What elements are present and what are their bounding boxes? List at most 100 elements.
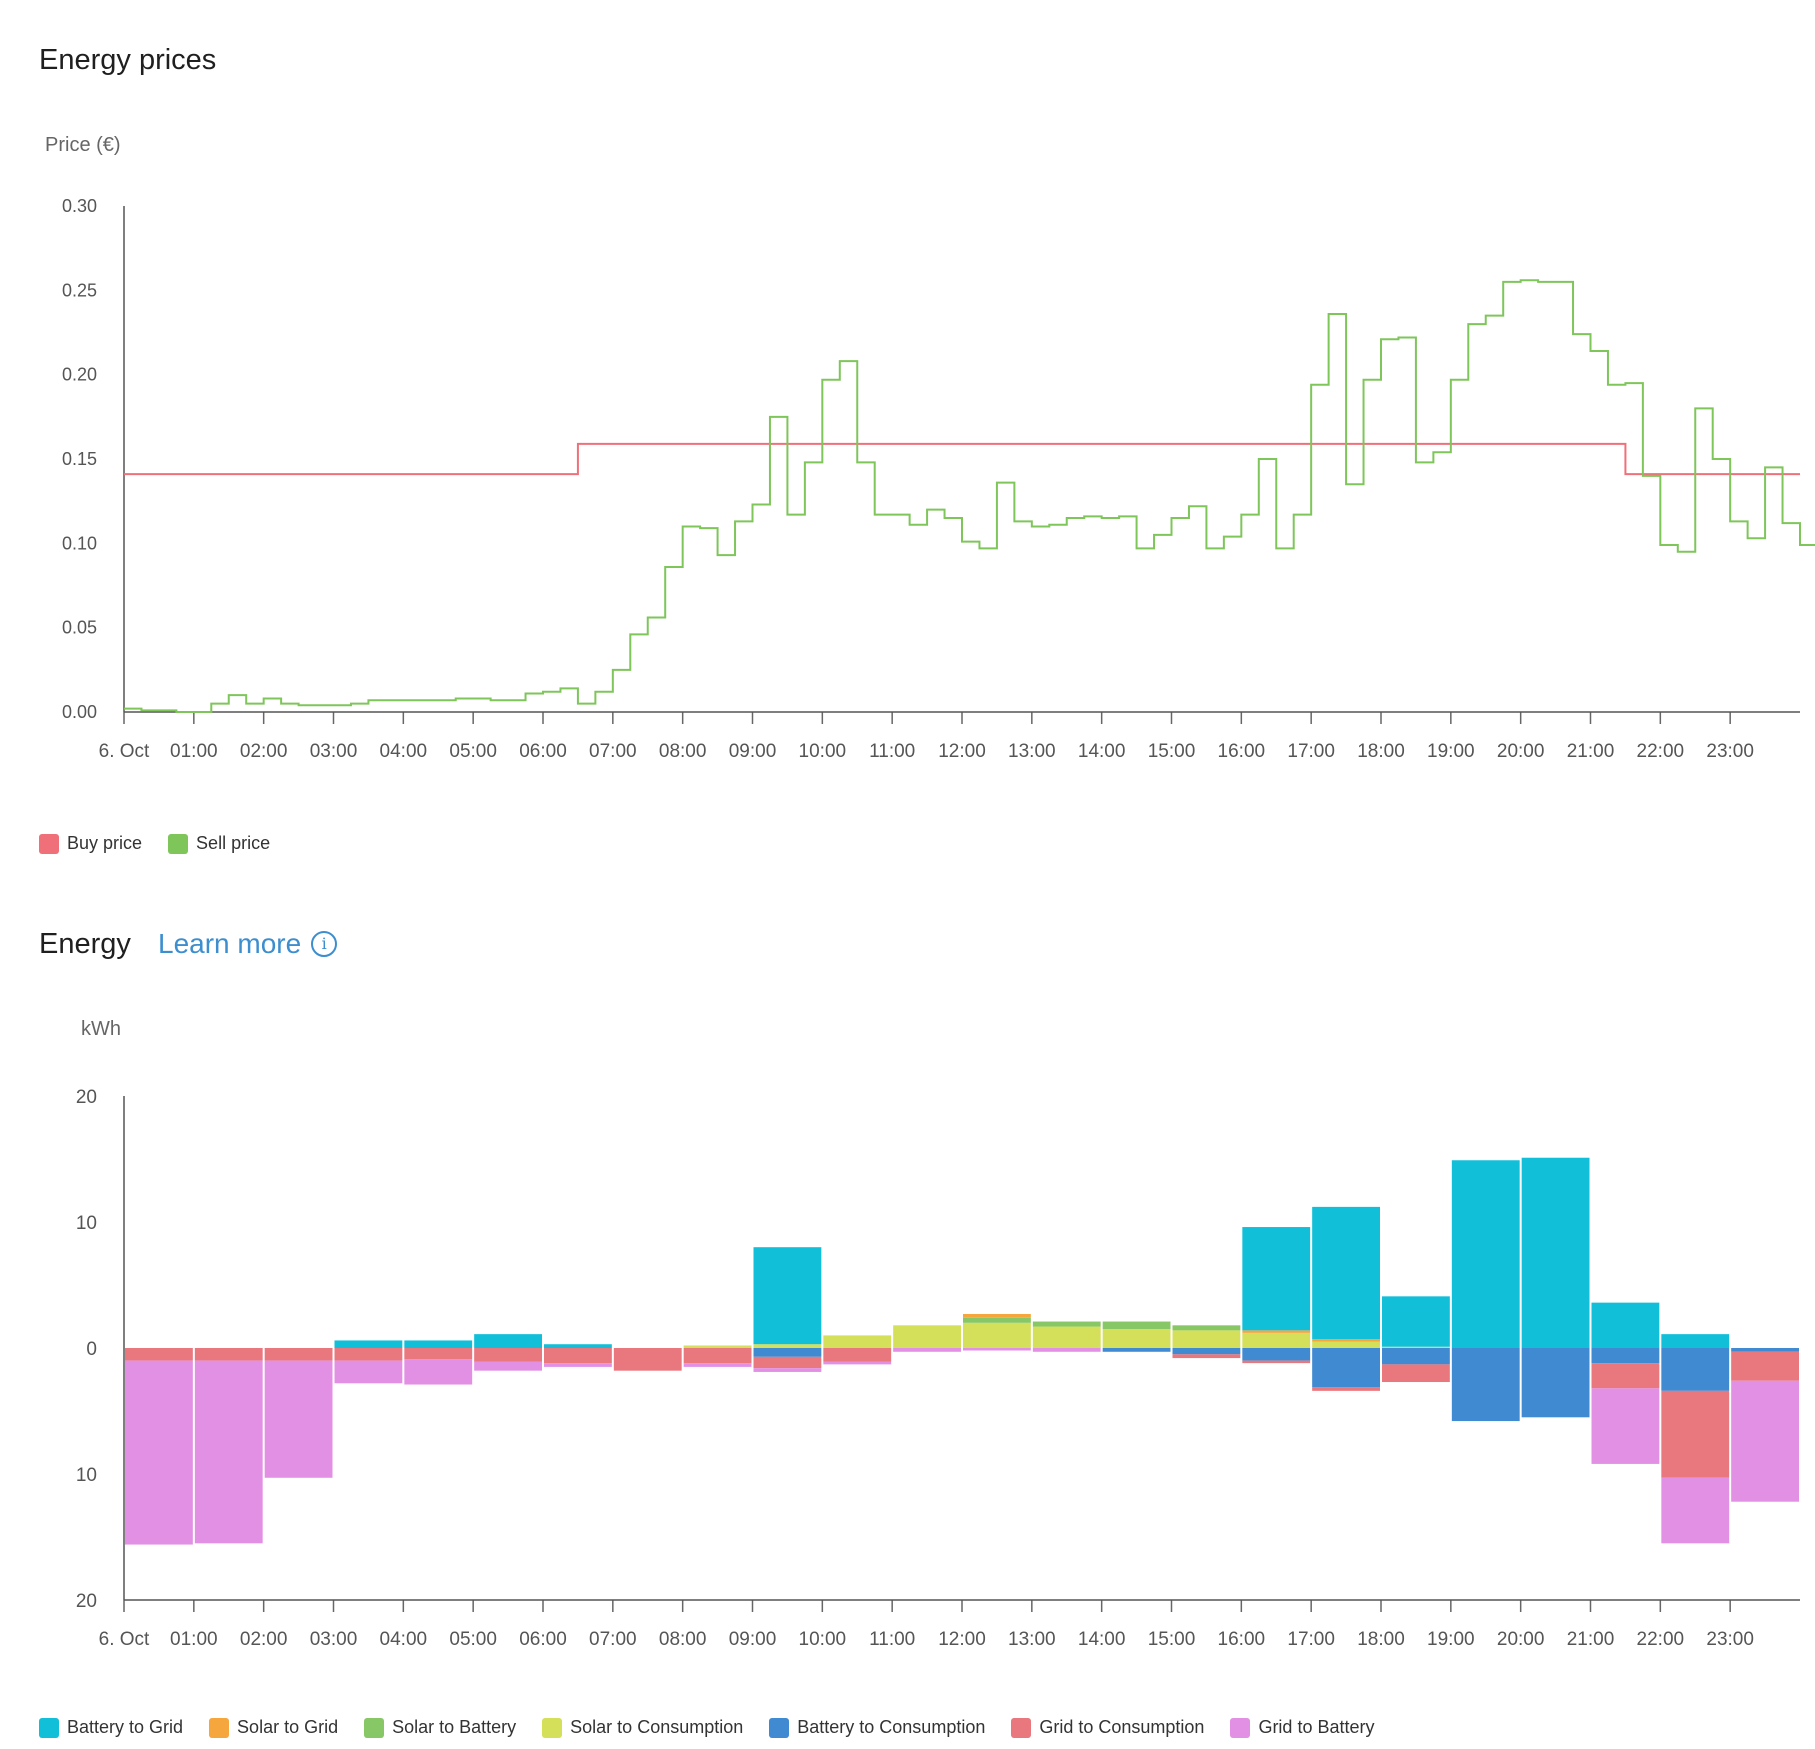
energy-bar-grid-to-battery bbox=[683, 1363, 752, 1367]
legend-swatch bbox=[39, 1717, 59, 1738]
price-x-tick-label: 15:00 bbox=[1148, 741, 1196, 762]
legend-label: Battery to Consumption bbox=[797, 1717, 986, 1737]
legend-label: Battery to Grid bbox=[67, 1717, 184, 1737]
price-x-tick-label: 05:00 bbox=[449, 741, 497, 762]
energy-y-tick-label: 10 bbox=[76, 1213, 97, 1234]
energy-legend: Battery to Grid Solar to Grid Solar to Bat… bbox=[39, 1717, 1400, 1738]
energy-bar-grid-to-consumption bbox=[1382, 1364, 1450, 1383]
energy-bar-battery-to-consumption bbox=[1102, 1348, 1171, 1352]
energy-title: Energy bbox=[39, 928, 131, 960]
price-x-tick-label: 10:00 bbox=[799, 741, 847, 762]
legend-swatch bbox=[168, 833, 189, 854]
energy-legend-item-grid-to-battery[interactable]: Grid to Battery bbox=[1230, 1717, 1374, 1738]
energy-bar-battery-to-consumption bbox=[1172, 1348, 1241, 1355]
energy-bar-grid-to-consumption bbox=[753, 1356, 822, 1369]
energy-bar-solar-to-consumption bbox=[1382, 1346, 1450, 1348]
price-legend-item-buy[interactable]: Buy price bbox=[39, 833, 142, 854]
energy-bar-solar-to-consumption bbox=[893, 1325, 961, 1348]
energy-bar-grid-to-consumption bbox=[1661, 1390, 1730, 1478]
legend-swatch bbox=[1230, 1717, 1251, 1738]
energy-bar-battery-to-grid bbox=[1312, 1206, 1380, 1340]
legend-swatch bbox=[769, 1717, 790, 1738]
energy-y-axis-title: kWh bbox=[81, 1018, 121, 1040]
energy-bar-grid-to-consumption bbox=[125, 1348, 193, 1361]
energy-bar-battery-to-consumption bbox=[1382, 1348, 1450, 1365]
price-x-tick-label: 04:00 bbox=[380, 741, 428, 762]
energy-x-tick-label: 19:00 bbox=[1427, 1629, 1475, 1650]
energy-bar-battery-to-consumption bbox=[1591, 1348, 1660, 1364]
price-x-tick-label: 11:00 bbox=[869, 741, 915, 762]
energy-x-tick-label: 11:00 bbox=[869, 1629, 915, 1650]
legend-swatch bbox=[364, 1717, 385, 1738]
energy-legend-item-solar-to-grid[interactable]: Solar to Grid bbox=[209, 1717, 338, 1738]
price-x-tick-label: 01:00 bbox=[170, 741, 218, 762]
energy-bar-solar-to-grid bbox=[963, 1313, 1031, 1318]
price-x-tick-label: 23:00 bbox=[1706, 741, 1754, 762]
energy-legend-item-battery-to-consumption[interactable]: Battery to Consumption bbox=[769, 1717, 985, 1738]
energy-bar-grid-to-consumption bbox=[1172, 1354, 1241, 1359]
energy-bar-grid-to-battery bbox=[753, 1368, 822, 1372]
energy-bar-grid-to-consumption bbox=[1731, 1351, 1799, 1381]
price-x-tick-label: 18:00 bbox=[1357, 741, 1405, 762]
energy-x-tick-label: 03:00 bbox=[310, 1629, 358, 1650]
learn-more-link[interactable]: Learn more i bbox=[158, 928, 338, 960]
buy-price-line bbox=[124, 442, 1800, 476]
energy-x-tick-label: 07:00 bbox=[589, 1629, 637, 1650]
energy-bar-battery-to-grid bbox=[404, 1340, 473, 1348]
energy-bar-grid-to-consumption bbox=[264, 1348, 333, 1361]
energy-legend-item-battery-to-grid[interactable]: Battery to Grid bbox=[39, 1717, 183, 1738]
price-x-tick-label: 17:00 bbox=[1287, 741, 1335, 762]
price-y-tick-label: 0.05 bbox=[62, 618, 97, 638]
energy-legend-item-grid-to-consumption[interactable]: Grid to Consumption bbox=[1011, 1717, 1204, 1738]
price-y-tick-label: 0.25 bbox=[62, 280, 97, 300]
energy-bar-battery-to-consumption bbox=[1312, 1348, 1380, 1388]
energy-x-tick-label: 06:00 bbox=[519, 1629, 567, 1650]
price-legend-item-sell[interactable]: Sell price bbox=[168, 833, 270, 854]
price-x-tick-label: 20:00 bbox=[1497, 741, 1545, 762]
legend-label: Solar to Battery bbox=[392, 1717, 517, 1737]
energy-bar-grid-to-consumption bbox=[1591, 1363, 1660, 1389]
energy-bar-battery-to-grid bbox=[1661, 1334, 1730, 1348]
energy-legend-item-solar-to-battery[interactable]: Solar to Battery bbox=[364, 1717, 516, 1738]
legend-label: Grid to Consumption bbox=[1039, 1717, 1205, 1737]
energy-bar-grid-to-battery bbox=[1731, 1380, 1799, 1502]
energy-x-tick-label: 16:00 bbox=[1218, 1629, 1266, 1650]
legend-label: Solar to Consumption bbox=[570, 1717, 744, 1737]
energy-bar-battery-to-grid bbox=[544, 1344, 612, 1348]
energy-x-tick-label: 05:00 bbox=[449, 1629, 497, 1650]
energy-x-tick-label: 22:00 bbox=[1637, 1629, 1685, 1650]
price-x-tick-label: 02:00 bbox=[240, 741, 288, 762]
energy-bar-solar-to-battery bbox=[1102, 1321, 1171, 1330]
energy-bar-grid-to-consumption bbox=[823, 1348, 892, 1362]
energy-legend-item-solar-to-consumption[interactable]: Solar to Consumption bbox=[542, 1717, 743, 1738]
energy-bar-grid-to-consumption bbox=[334, 1348, 403, 1361]
price-y-tick-label: 0.30 bbox=[62, 196, 97, 216]
price-x-tick-label: 06:00 bbox=[519, 741, 567, 762]
energy-bar-solar-to-consumption bbox=[1312, 1341, 1380, 1348]
energy-bar-battery-to-consumption bbox=[1731, 1348, 1799, 1352]
energy-bar-grid-to-consumption bbox=[613, 1348, 682, 1371]
energy-x-tick-label: 12:00 bbox=[938, 1629, 986, 1650]
energy-bar-grid-to-battery bbox=[474, 1361, 542, 1371]
info-icon: i bbox=[311, 931, 338, 957]
energy-bar-solar-to-battery bbox=[963, 1317, 1031, 1323]
energy-x-tick-label: 08:00 bbox=[659, 1629, 707, 1650]
legend-swatch bbox=[209, 1717, 230, 1738]
energy-x-tick-label: 21:00 bbox=[1567, 1629, 1615, 1650]
price-y-tick-label: 0.10 bbox=[62, 533, 97, 553]
energy-bar-solar-to-consumption bbox=[1172, 1330, 1241, 1348]
energy-bar-grid-to-battery bbox=[264, 1360, 333, 1478]
energy-bar-battery-to-consumption bbox=[1521, 1348, 1590, 1418]
energy-x-tick-label: 15:00 bbox=[1148, 1629, 1196, 1650]
legend-swatch bbox=[1011, 1717, 1032, 1738]
legend-label: Solar to Grid bbox=[237, 1717, 339, 1737]
energy-bar-grid-to-battery bbox=[544, 1363, 612, 1367]
energy-bar-battery-to-grid bbox=[334, 1340, 403, 1348]
energy-bar-solar-to-consumption bbox=[963, 1322, 1031, 1348]
energy-bar-solar-to-consumption bbox=[753, 1344, 822, 1348]
sell-price-line bbox=[124, 279, 1815, 713]
legend-label: Grid to Battery bbox=[1258, 1717, 1375, 1737]
price-chart: 0.00 0.05 0.10 0.15 0.20 0.25 0.30 6. Oct 01:00 0… bbox=[62, 196, 1815, 762]
energy-x-tick-label: 20:00 bbox=[1497, 1629, 1545, 1650]
